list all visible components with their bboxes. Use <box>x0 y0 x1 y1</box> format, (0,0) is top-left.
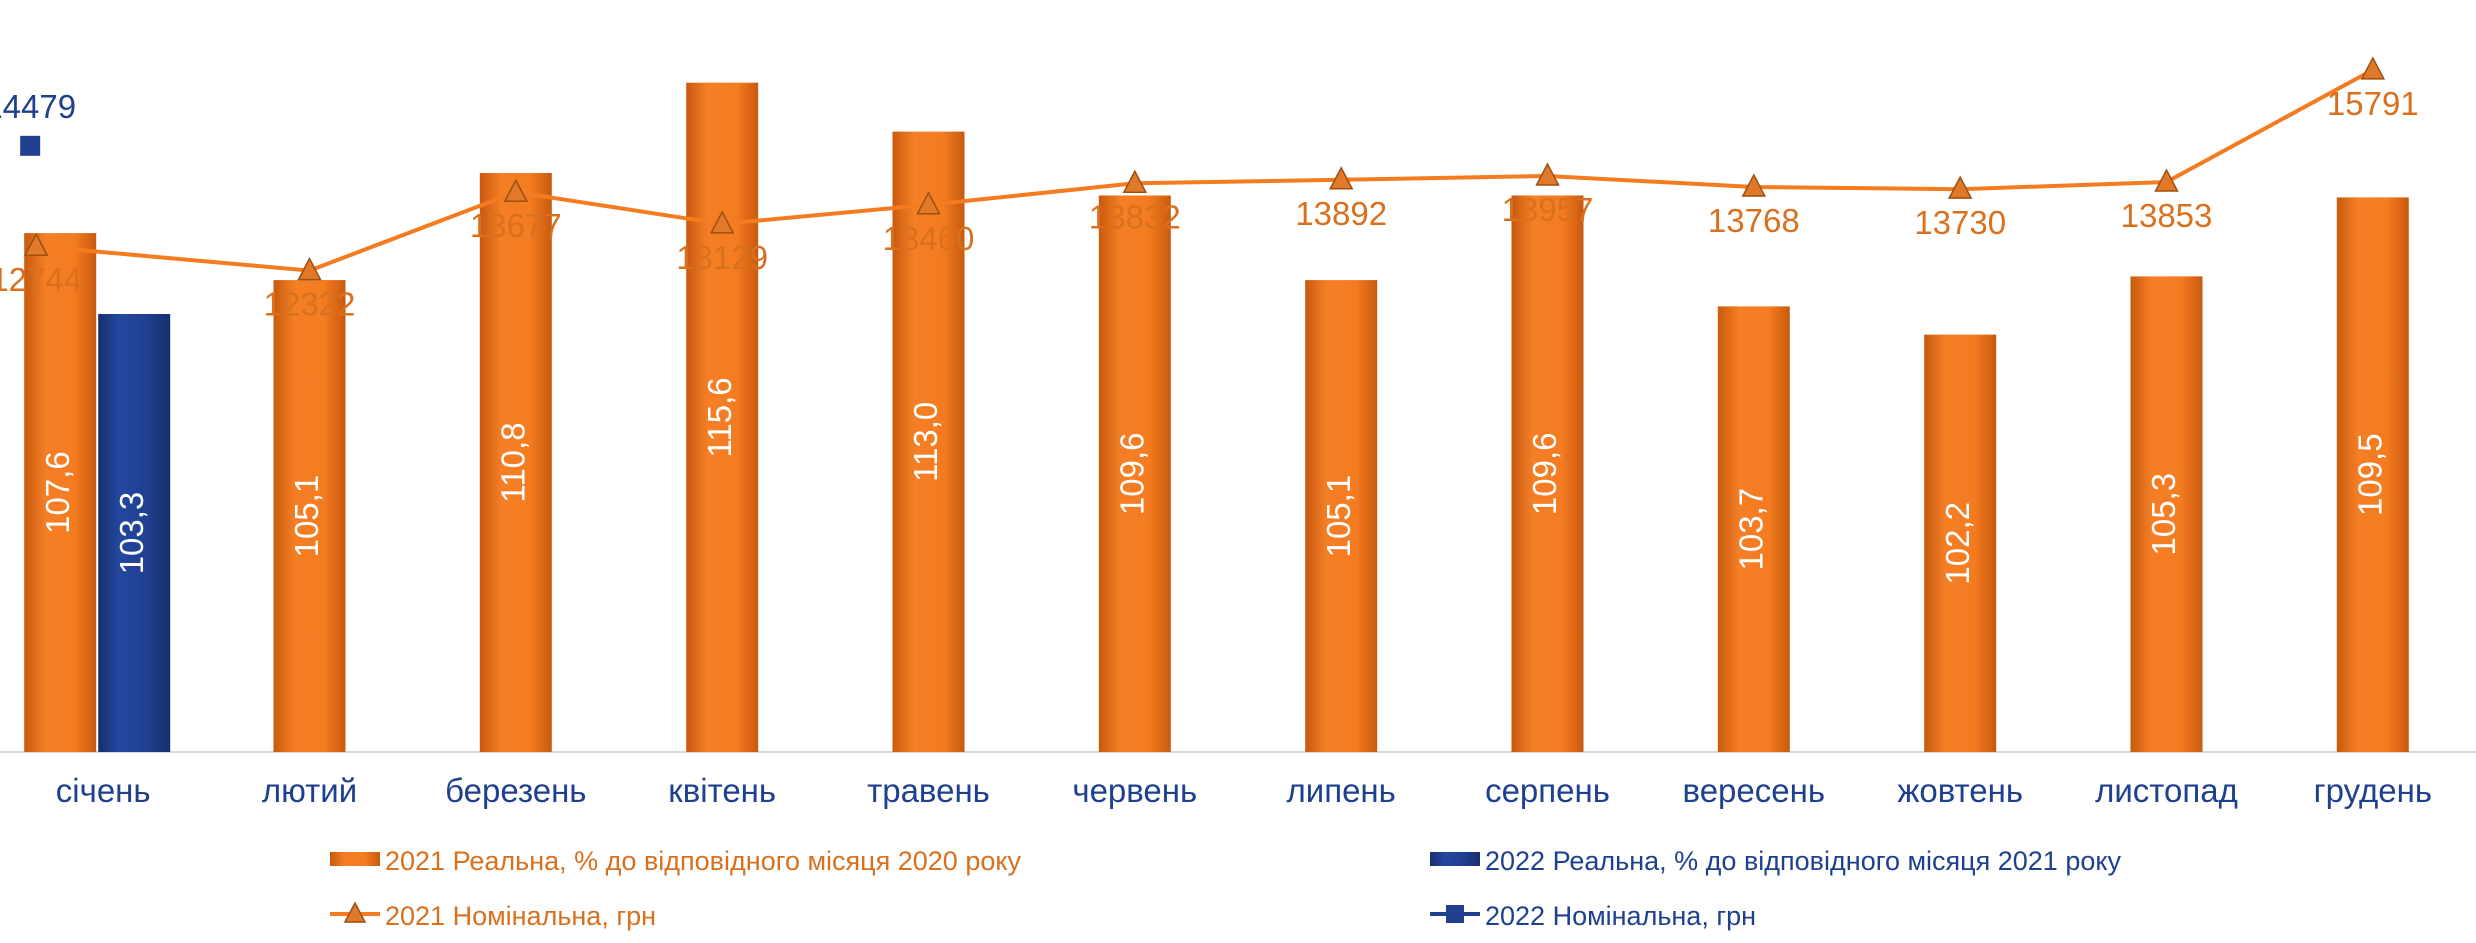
x-tick-label: серпень <box>1485 772 1610 809</box>
bar-2021-9 <box>1924 334 1997 752</box>
bar-2021-5 <box>1098 195 1171 752</box>
legend-marker-triangle <box>343 901 367 923</box>
x-tick-label: листопад <box>2095 772 2238 809</box>
bar-value-label: 109,5 <box>2352 433 2389 516</box>
bar-value-label: 103,7 <box>1733 488 1770 571</box>
x-tick-label: січень <box>56 772 151 809</box>
bar-value-label: 102,2 <box>1939 502 1976 585</box>
x-tick-label: грудень <box>2314 772 2432 809</box>
bar-value-label: 115,6 <box>701 377 738 457</box>
point-value-label: 13129 <box>676 239 768 276</box>
line-marker-2021 <box>297 256 322 281</box>
bar-2021-7 <box>1511 195 1584 752</box>
x-tick-label: червень <box>1072 772 1197 809</box>
bar-2021-3 <box>686 82 759 752</box>
bar-value-label: 107,6 <box>39 451 76 534</box>
legend-label: 2021 Номінальна, грн <box>385 901 656 931</box>
point-value-label: 12744 <box>0 261 82 298</box>
line-marker-2021 <box>1122 169 1148 194</box>
legend-label: 2022 Реальна, % до відповідного місяця 2… <box>1485 846 2121 876</box>
point-value-label: 13677 <box>470 207 562 244</box>
bar-value-label: 103,3 <box>113 492 150 575</box>
bar-2021-0 <box>24 233 97 753</box>
legend-swatch-bar <box>1430 852 1480 866</box>
point-value-label: 13853 <box>2121 197 2213 234</box>
point-value-label: 13957 <box>1502 191 1594 228</box>
bars-layer <box>24 82 2409 753</box>
legend-label: 2021 Реальна, % до відповідного місяця 2… <box>385 846 1021 876</box>
legend: 2021 Реальна, % до відповідного місяця 2… <box>330 846 2121 931</box>
lines-layer <box>20 56 2386 281</box>
x-tick-label: липень <box>1287 772 1396 809</box>
x-tick-label: травень <box>867 772 990 809</box>
x-tick-label: жовтень <box>1897 772 2023 809</box>
line-marker-2021 <box>23 232 49 256</box>
bar-2022-0 <box>98 314 171 752</box>
x-tick-label: вересень <box>1683 772 1826 809</box>
legend-swatch-bar <box>330 852 380 866</box>
bar-2021-2 <box>479 173 552 752</box>
bar-2021-1 <box>273 280 346 752</box>
x-tick-label: квітень <box>668 772 776 809</box>
line-marker-2021 <box>2154 168 2179 192</box>
line-marker-2021 <box>916 191 941 215</box>
line-marker-2021 <box>1741 173 1767 197</box>
bar-value-label: 105,3 <box>2145 473 2182 556</box>
point-value-label: 13892 <box>1295 195 1387 232</box>
bar-value-label: 113,0 <box>907 402 944 482</box>
bar-value-label: 105,1 <box>1320 475 1357 558</box>
bar-2021-6 <box>1305 280 1378 752</box>
line-marker-2021 <box>1947 175 1973 199</box>
bar-value-label: 109,6 <box>1526 433 1563 516</box>
point-value-label: 13832 <box>1089 198 1181 235</box>
point-labels-layer: 12744 12322 13677 13129 13460 13832 13892 13957… <box>0 85 2419 323</box>
legend-marker-square <box>1446 905 1464 923</box>
bar-2021-10 <box>2130 276 2203 752</box>
bar-value-label: 105,1 <box>288 475 325 558</box>
bar-2021-4 <box>892 131 965 753</box>
point-value-label: 15791 <box>2327 85 2419 122</box>
x-tick-labels: січень лютий березень квітень травень червень… <box>56 772 2432 809</box>
line-marker-2021 <box>2360 56 2386 80</box>
line-marker-2021 <box>709 210 735 234</box>
point-value-label: 13460 <box>883 220 975 257</box>
point-value-label: 13730 <box>1914 204 2006 241</box>
legend-label: 2022 Номінальна, грн <box>1485 901 1756 931</box>
x-tick-label: березень <box>445 772 586 809</box>
bar-value-label: 109,6 <box>1114 433 1151 516</box>
bar-labels-layer: 107,6 103,3 105,1 110,8 115,6 113,0 109,6 105,1… <box>39 377 2389 584</box>
x-tick-label: лютий <box>262 772 357 809</box>
line-marker-2021 <box>1535 162 1560 186</box>
line-marker-2021 <box>503 178 529 202</box>
line-marker-2022 <box>20 135 41 156</box>
point-value-label: 13768 <box>1708 202 1800 239</box>
bar-2021-11 <box>2336 197 2409 752</box>
point-value-label: 12322 <box>264 286 356 323</box>
line-2021 <box>36 68 2374 273</box>
line-marker-2021 <box>1328 166 1354 190</box>
bar-value-label: 110,8 <box>495 422 532 502</box>
bar-2021-8 <box>1717 306 1790 752</box>
